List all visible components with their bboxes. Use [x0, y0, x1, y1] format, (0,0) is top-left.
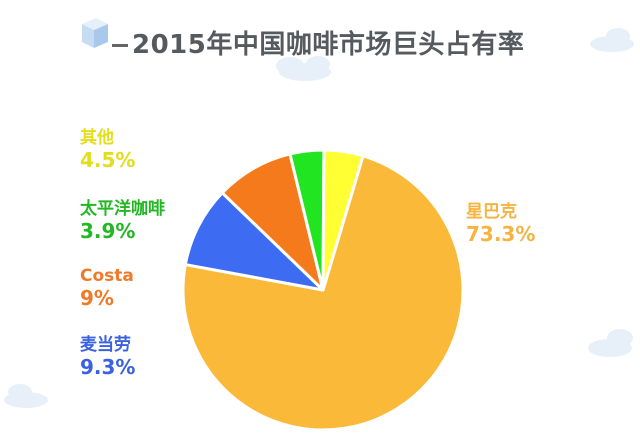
slice-name-3: 太平洋咖啡: [80, 199, 165, 219]
slice-name-2: Costa: [80, 266, 134, 286]
pie-slice-1: [183, 191, 325, 292]
slice-value-4: 4.5%: [80, 148, 136, 172]
title-dash-decoration: [112, 44, 128, 47]
pie-slice-4: [321, 148, 365, 292]
slice-label-1: 麦当劳 9.3%: [80, 335, 135, 379]
slice-label-0: 星巴克 73.3%: [466, 202, 535, 246]
slice-name-1: 麦当劳: [80, 335, 131, 355]
slice-value-1: 9.3%: [80, 355, 136, 379]
pie-slice-0: [181, 154, 465, 432]
slice-name-0: 星巴克: [466, 202, 517, 222]
slice-label-2: Costa 9%: [80, 266, 134, 310]
slice-label-4: 其他 4.5%: [80, 128, 135, 172]
slice-label-3: 太平洋咖啡 3.9%: [80, 199, 165, 243]
slice-value-3: 3.9%: [80, 219, 136, 243]
slice-name-4: 其他: [80, 128, 114, 148]
slice-value-2: 9%: [80, 286, 114, 310]
cube-icon: [82, 18, 108, 48]
slice-value-0: 73.3%: [466, 222, 536, 246]
chart-title: 2015年中国咖啡市场巨头占有率: [132, 30, 525, 60]
